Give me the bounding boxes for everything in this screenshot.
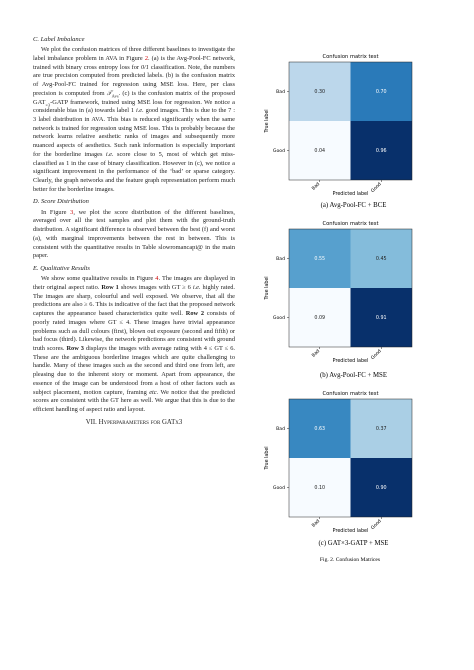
cell xyxy=(350,121,412,180)
cell xyxy=(289,399,351,458)
subfigure-caption: (a) Avg-Pool-FC + BCE xyxy=(321,202,387,209)
cell xyxy=(289,229,351,288)
text: Row 3 xyxy=(66,344,84,352)
paragraph: In Figure 3, we plot the score distribut… xyxy=(33,209,235,261)
figure-column: Fig. 2. Confusion Matrices Confusion mat… xyxy=(264,54,413,563)
cell-label: 0.04 xyxy=(314,148,325,154)
section-heading: VII. Hyperparameters for GATx3 xyxy=(85,418,183,426)
text: shows images with GT ≥ 6 xyxy=(118,283,193,291)
col-label: Good xyxy=(370,518,383,531)
subscript: Avs xyxy=(111,93,119,99)
col-label: Bad xyxy=(311,348,322,359)
row-label: Good xyxy=(273,315,285,321)
col-label: Bad xyxy=(311,518,322,529)
frame xyxy=(288,228,413,348)
text: score close to 5, most of which get miss… xyxy=(33,150,235,193)
figure-ref[interactable]: 2 xyxy=(144,54,148,62)
chart-title: Confusion matrix test xyxy=(323,54,379,60)
text-column: C. Label Imbalance We plot the confusion… xyxy=(33,36,235,427)
row-label: Bad xyxy=(276,256,285,262)
paragraph: We plot the confusion matrices of three … xyxy=(33,46,235,194)
subfigure-caption: (b) Avg-Pool-FC + MSE xyxy=(320,372,387,379)
row-label: Good xyxy=(273,148,285,154)
cell-label: 0.63 xyxy=(314,426,325,432)
y-axis-label: True label xyxy=(264,109,270,133)
section-heading: E. Qualitative Results xyxy=(33,264,90,272)
subfigure-caption: (c) GAT×3-GATP + MSE xyxy=(319,540,389,547)
x-axis-label: Predicted label xyxy=(333,358,369,364)
subscript: ×3 xyxy=(45,101,51,107)
text: Row 1 xyxy=(101,283,119,291)
text: 0/1 xyxy=(140,63,149,71)
frame xyxy=(288,398,413,518)
text: . (a) is the Avg-Pool-FC network, traine… xyxy=(33,54,235,71)
cell xyxy=(289,121,351,180)
text: i.e. xyxy=(135,107,144,115)
text: -GATP framework, trained using MSE loss … xyxy=(33,98,235,115)
confusion-matrix: Confusion matrix test 0.55 0.45 0.09 0.91 Bad… xyxy=(264,221,413,379)
text: i.e. xyxy=(192,283,201,291)
cell-label: 0.91 xyxy=(376,315,387,321)
y-axis-label: True label xyxy=(264,276,270,300)
cell-label: 0.55 xyxy=(314,256,325,262)
text: i.e. xyxy=(105,150,114,158)
text: consists of poorly rated images where GT… xyxy=(33,310,236,352)
text: etc. xyxy=(149,388,159,396)
row-label: Good xyxy=(273,485,285,491)
cell-label: 0.70 xyxy=(376,89,387,95)
confusion-matrix: Confusion matrix test 0.30 0.70 0.04 0.96 Bad… xyxy=(264,54,413,209)
cell-label: 0.45 xyxy=(376,256,387,262)
row-label: Bad xyxy=(276,89,285,95)
text: classification. Note, the numbers are tr… xyxy=(33,63,235,97)
x-axis-label: Predicted label xyxy=(333,528,369,534)
cell-label: 0.10 xyxy=(314,485,325,491)
cell xyxy=(350,399,412,458)
figure-ref[interactable]: 3 xyxy=(70,208,74,216)
text: We plot the confusion matrices of three … xyxy=(33,46,235,62)
confusion-matrix: Confusion matrix test 0.63 0.37 0.10 0.90 Bad… xyxy=(264,391,413,547)
text: We show some qualitative results in Figu… xyxy=(41,275,156,283)
col-label: Bad xyxy=(311,181,322,192)
paragraph: We show some qualitative results in Figu… xyxy=(33,275,235,415)
col-label: Good xyxy=(370,181,383,194)
cell xyxy=(350,229,412,288)
cell xyxy=(350,62,412,121)
section-heading: C. Label Imbalance xyxy=(33,36,85,43)
col-label: Good xyxy=(370,348,383,361)
symbol: 𝒯 xyxy=(106,89,112,97)
cell xyxy=(350,288,412,347)
cell-label: 0.90 xyxy=(376,485,387,491)
section-heading: D. Score Distribution xyxy=(33,198,89,206)
cell-label: 0.30 xyxy=(314,89,325,95)
x-axis-label: Predicted label xyxy=(333,191,369,197)
text: We notice that the predicted scores are … xyxy=(33,388,235,413)
cell-label: 0.09 xyxy=(314,315,325,321)
cell xyxy=(289,62,351,121)
text: . The images are displayed in their orig… xyxy=(33,275,236,291)
chart-title: Confusion matrix test xyxy=(323,221,379,227)
figure-caption: Fig. 2. Confusion Matrices xyxy=(320,556,380,563)
text: In Figure xyxy=(41,208,71,216)
chart-title: Confusion matrix test xyxy=(323,391,379,397)
figure-ref[interactable]: 4 xyxy=(155,275,159,283)
cell xyxy=(350,458,412,517)
text: , we plot the score distribution of the … xyxy=(33,208,235,260)
row-label: Bad xyxy=(276,426,285,432)
y-axis-label: True label xyxy=(264,446,270,470)
cell-label: 0.37 xyxy=(376,426,387,432)
text: highly rated. The images are sharp, colo… xyxy=(33,283,236,318)
cell xyxy=(289,288,351,347)
text: Row 2 xyxy=(185,310,205,318)
cell-label: 0.96 xyxy=(376,148,387,154)
text: displays the images with average rating … xyxy=(33,344,235,396)
text: . (c) is the confusion matrix of the pro… xyxy=(33,89,235,106)
text: good images. This is due to the 7 : 3 la… xyxy=(33,107,235,158)
cell xyxy=(289,458,351,517)
frame xyxy=(288,61,413,181)
